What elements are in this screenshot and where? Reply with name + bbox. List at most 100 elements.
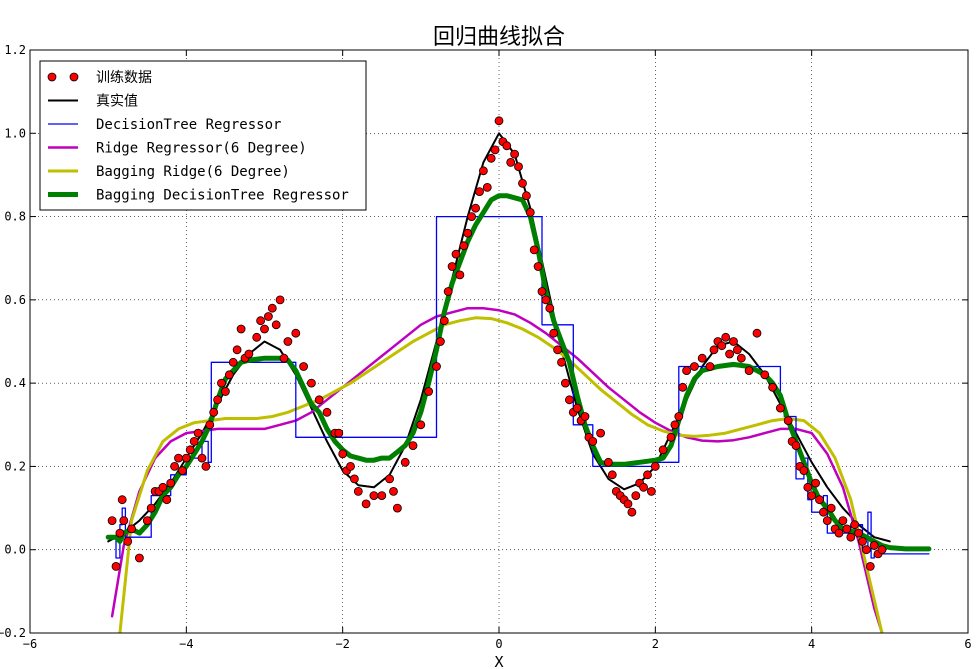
data-point [263, 312, 273, 321]
x-tick-label: 6 [964, 637, 971, 651]
data-point [400, 457, 410, 467]
data-point [170, 461, 180, 471]
data-point [111, 562, 121, 571]
data-point [432, 362, 441, 371]
data-point [134, 553, 144, 563]
data-point [482, 182, 492, 192]
data-point [752, 328, 762, 338]
data-point [369, 491, 379, 501]
data-point [334, 428, 344, 438]
data-point [717, 341, 727, 351]
data-point [291, 328, 301, 338]
data-point [181, 453, 191, 463]
data-point [768, 382, 777, 392]
chart-title: 回归曲线拟合 [433, 25, 565, 50]
data-point [193, 428, 203, 438]
data-point [349, 474, 359, 484]
data-point [224, 370, 234, 380]
data-point [471, 203, 481, 213]
data-point [697, 353, 707, 363]
data-point [443, 287, 453, 296]
data-point [596, 428, 605, 438]
y-tick-label: 1.2 [4, 43, 26, 57]
legend-marker [69, 72, 79, 82]
data-point [494, 116, 504, 126]
data-point [502, 141, 512, 151]
y-tick-label: 0.0 [4, 543, 26, 557]
data-point [392, 503, 402, 513]
legend-label: DecisionTree Regressor [96, 117, 281, 133]
data-point [306, 378, 316, 388]
data-point [435, 337, 445, 346]
data-point [721, 332, 731, 342]
y-tick-label: 0.2 [4, 459, 26, 473]
data-point [189, 436, 199, 446]
data-point [142, 516, 152, 525]
y-tick-label: 1.0 [4, 126, 26, 140]
data-point [213, 395, 223, 405]
data-point [803, 482, 813, 492]
data-point [185, 445, 195, 455]
data-point [850, 520, 860, 530]
data-point [838, 516, 848, 525]
data-point [658, 445, 668, 455]
data-point [537, 287, 547, 296]
data-point [557, 357, 566, 367]
data-point [271, 320, 281, 330]
data-point [846, 532, 856, 542]
data-point [228, 357, 238, 367]
data-point [166, 478, 176, 488]
data-point [533, 262, 543, 271]
data-point [705, 362, 715, 371]
data-point [299, 362, 309, 371]
data-point [322, 407, 332, 417]
data-point [314, 395, 324, 405]
data-point [865, 562, 875, 571]
data-point [791, 441, 801, 451]
series-layer [105, 116, 932, 633]
data-point [604, 457, 613, 467]
data-point [117, 495, 127, 505]
legend-box [39, 60, 367, 211]
data-point [463, 228, 473, 238]
series-line [110, 306, 884, 633]
data-point [283, 337, 293, 346]
data-point [650, 461, 660, 471]
data-point [467, 212, 477, 222]
data-point [146, 503, 156, 513]
legend-marker [47, 72, 57, 82]
data-point [490, 145, 500, 155]
data-point [514, 162, 523, 172]
data-point [623, 499, 633, 509]
data-point [201, 461, 211, 471]
data-point [338, 449, 348, 459]
data-point [279, 353, 289, 363]
data-point [553, 345, 562, 355]
data-point [666, 432, 676, 442]
data-point [197, 453, 207, 463]
data-point [177, 466, 187, 476]
data-point [162, 495, 172, 505]
data-point [822, 516, 832, 525]
data-point [811, 478, 820, 488]
data-point [842, 524, 852, 534]
data-point [510, 149, 519, 159]
data-point [529, 245, 539, 255]
data-point [459, 241, 469, 251]
x-tick-label: 4 [808, 637, 815, 651]
data-point [819, 507, 828, 517]
data-point [522, 191, 531, 201]
data-point [783, 416, 793, 426]
data-point [518, 178, 527, 188]
data-point [260, 324, 269, 334]
data-point [424, 387, 434, 396]
data-point [486, 153, 496, 163]
data-point [674, 412, 684, 421]
data-point [729, 337, 738, 346]
data-point [525, 207, 535, 217]
data-point [232, 345, 242, 355]
legend-label: 训练数据 [96, 70, 152, 86]
data-point [236, 324, 246, 334]
legend-label: Ridge Regressor(6 Degree) [96, 141, 307, 157]
